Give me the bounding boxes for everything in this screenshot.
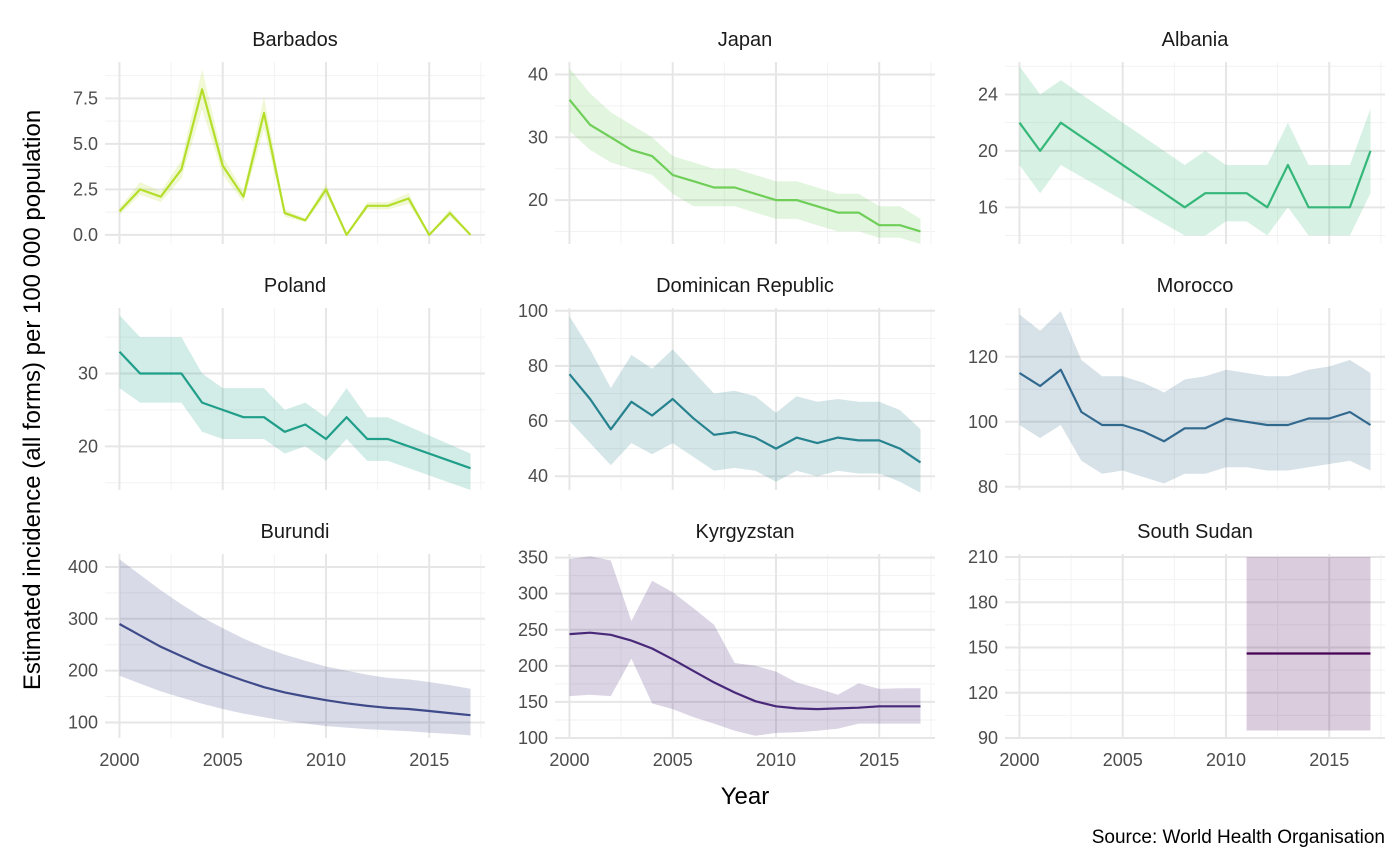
x-tick-label: 2010 xyxy=(306,750,346,770)
panels: 0.0 2.5 5.0 7.5 Barbados 20 30 40 Japan 16 20 24 Alb… xyxy=(68,29,1385,770)
x-tick-label: 2000 xyxy=(549,750,589,770)
y-tick-label: 350 xyxy=(518,548,548,568)
x-tick-label: 2005 xyxy=(203,750,243,770)
y-tick-label: 180 xyxy=(968,592,998,612)
panel-title: Albania xyxy=(1162,29,1230,51)
y-tick-label: 2.5 xyxy=(73,179,98,199)
panel-title: Poland xyxy=(264,275,326,297)
panel-south-sudan: 90 120 150 180 210 2000 2005 2010 2015 South Suda… xyxy=(968,521,1385,770)
y-tick-label: 300 xyxy=(68,609,98,629)
y-tick-label: 90 xyxy=(978,728,998,748)
y-axis-label: Estimated incidence (all forms) per 100 … xyxy=(19,110,46,690)
y-tick-label: 400 xyxy=(68,557,98,577)
x-tick-label: 2000 xyxy=(99,750,139,770)
panel-barbados: 0.0 2.5 5.0 7.5 Barbados xyxy=(73,29,485,245)
confidence-ribbon xyxy=(569,556,921,736)
panel-morocco: 80 100 120 Morocco xyxy=(968,275,1385,497)
panel-kyrgyzstan: 100 150 200 250 300 350 2000 2005 2010 2015 Kyrgyz… xyxy=(518,521,935,770)
y-tick-label: 300 xyxy=(518,584,548,604)
confidence-ribbon xyxy=(1246,557,1371,731)
series-line xyxy=(568,373,922,464)
y-tick-label: 16 xyxy=(978,197,998,217)
source-caption: Source: World Health Organisation xyxy=(1092,827,1385,848)
y-tick-label: 30 xyxy=(528,127,548,147)
y-tick-label: 20 xyxy=(978,141,998,161)
y-tick-label: 150 xyxy=(968,638,998,658)
y-tick-label: 0.0 xyxy=(73,225,98,245)
y-tick-label: 100 xyxy=(968,412,998,432)
x-tick-label: 2015 xyxy=(409,750,449,770)
panel-burundi: 100 200 300 400 2000 2005 2010 2015 Burundi xyxy=(68,521,485,770)
x-tick-label: 2000 xyxy=(999,750,1039,770)
confidence-ribbon xyxy=(1019,66,1371,236)
panel-albania: 16 20 24 Albania xyxy=(978,29,1385,244)
series-line xyxy=(1018,121,1372,209)
y-tick-label: 20 xyxy=(78,436,98,456)
panel-title: South Sudan xyxy=(1137,521,1253,543)
x-tick-label: 2010 xyxy=(1206,750,1246,770)
x-tick-label: 2015 xyxy=(859,750,899,770)
panel-title: Dominican Republic xyxy=(656,275,834,297)
y-tick-label: 120 xyxy=(968,347,998,367)
series-line xyxy=(118,623,471,717)
panel-title: Kyrgyzstan xyxy=(696,521,795,543)
y-tick-label: 100 xyxy=(68,712,98,732)
y-tick-label: 150 xyxy=(518,692,548,712)
y-tick-label: 100 xyxy=(518,301,548,321)
series-line xyxy=(568,99,921,233)
y-tick-label: 200 xyxy=(518,656,548,676)
y-tick-label: 60 xyxy=(528,411,548,431)
y-tick-label: 250 xyxy=(518,620,548,640)
series-line xyxy=(118,350,471,470)
x-tick-label: 2015 xyxy=(1309,750,1349,770)
panel-title: Japan xyxy=(718,29,773,51)
y-tick-label: 7.5 xyxy=(73,88,98,108)
y-tick-label: 80 xyxy=(528,356,548,376)
x-tick-label: 2005 xyxy=(653,750,693,770)
y-tick-label: 210 xyxy=(968,547,998,567)
panel-poland: 20 30 Poland xyxy=(78,275,485,490)
y-tick-label: 200 xyxy=(68,661,98,681)
y-tick-label: 120 xyxy=(968,683,998,703)
confidence-ribbon xyxy=(569,316,921,493)
y-tick-label: 40 xyxy=(528,466,548,486)
confidence-ribbon xyxy=(569,68,921,244)
x-axis-label: Year xyxy=(721,783,770,810)
panel-japan: 20 30 40 Japan xyxy=(528,29,935,244)
y-tick-label: 30 xyxy=(78,364,98,384)
x-tick-label: 2010 xyxy=(756,750,796,770)
y-tick-label: 100 xyxy=(518,728,548,748)
confidence-ribbon xyxy=(119,315,471,490)
panel-title: Morocco xyxy=(1157,275,1234,297)
y-tick-label: 80 xyxy=(978,477,998,497)
y-tick-label: 40 xyxy=(528,65,548,85)
panel-title: Burundi xyxy=(261,521,330,543)
confidence-ribbon xyxy=(1019,311,1371,484)
series-line xyxy=(569,631,921,711)
x-tick-label: 2005 xyxy=(1103,750,1143,770)
y-tick-label: 24 xyxy=(978,84,998,104)
panel-title: Barbados xyxy=(252,29,338,51)
panel-dominican-republic: 40 60 80 100 Dominican Republic xyxy=(518,275,935,493)
series-line xyxy=(118,88,472,236)
confidence-ribbon xyxy=(119,559,471,736)
y-tick-label: 5.0 xyxy=(73,134,98,154)
series-line xyxy=(1018,368,1372,443)
y-tick-label: 20 xyxy=(528,190,548,210)
